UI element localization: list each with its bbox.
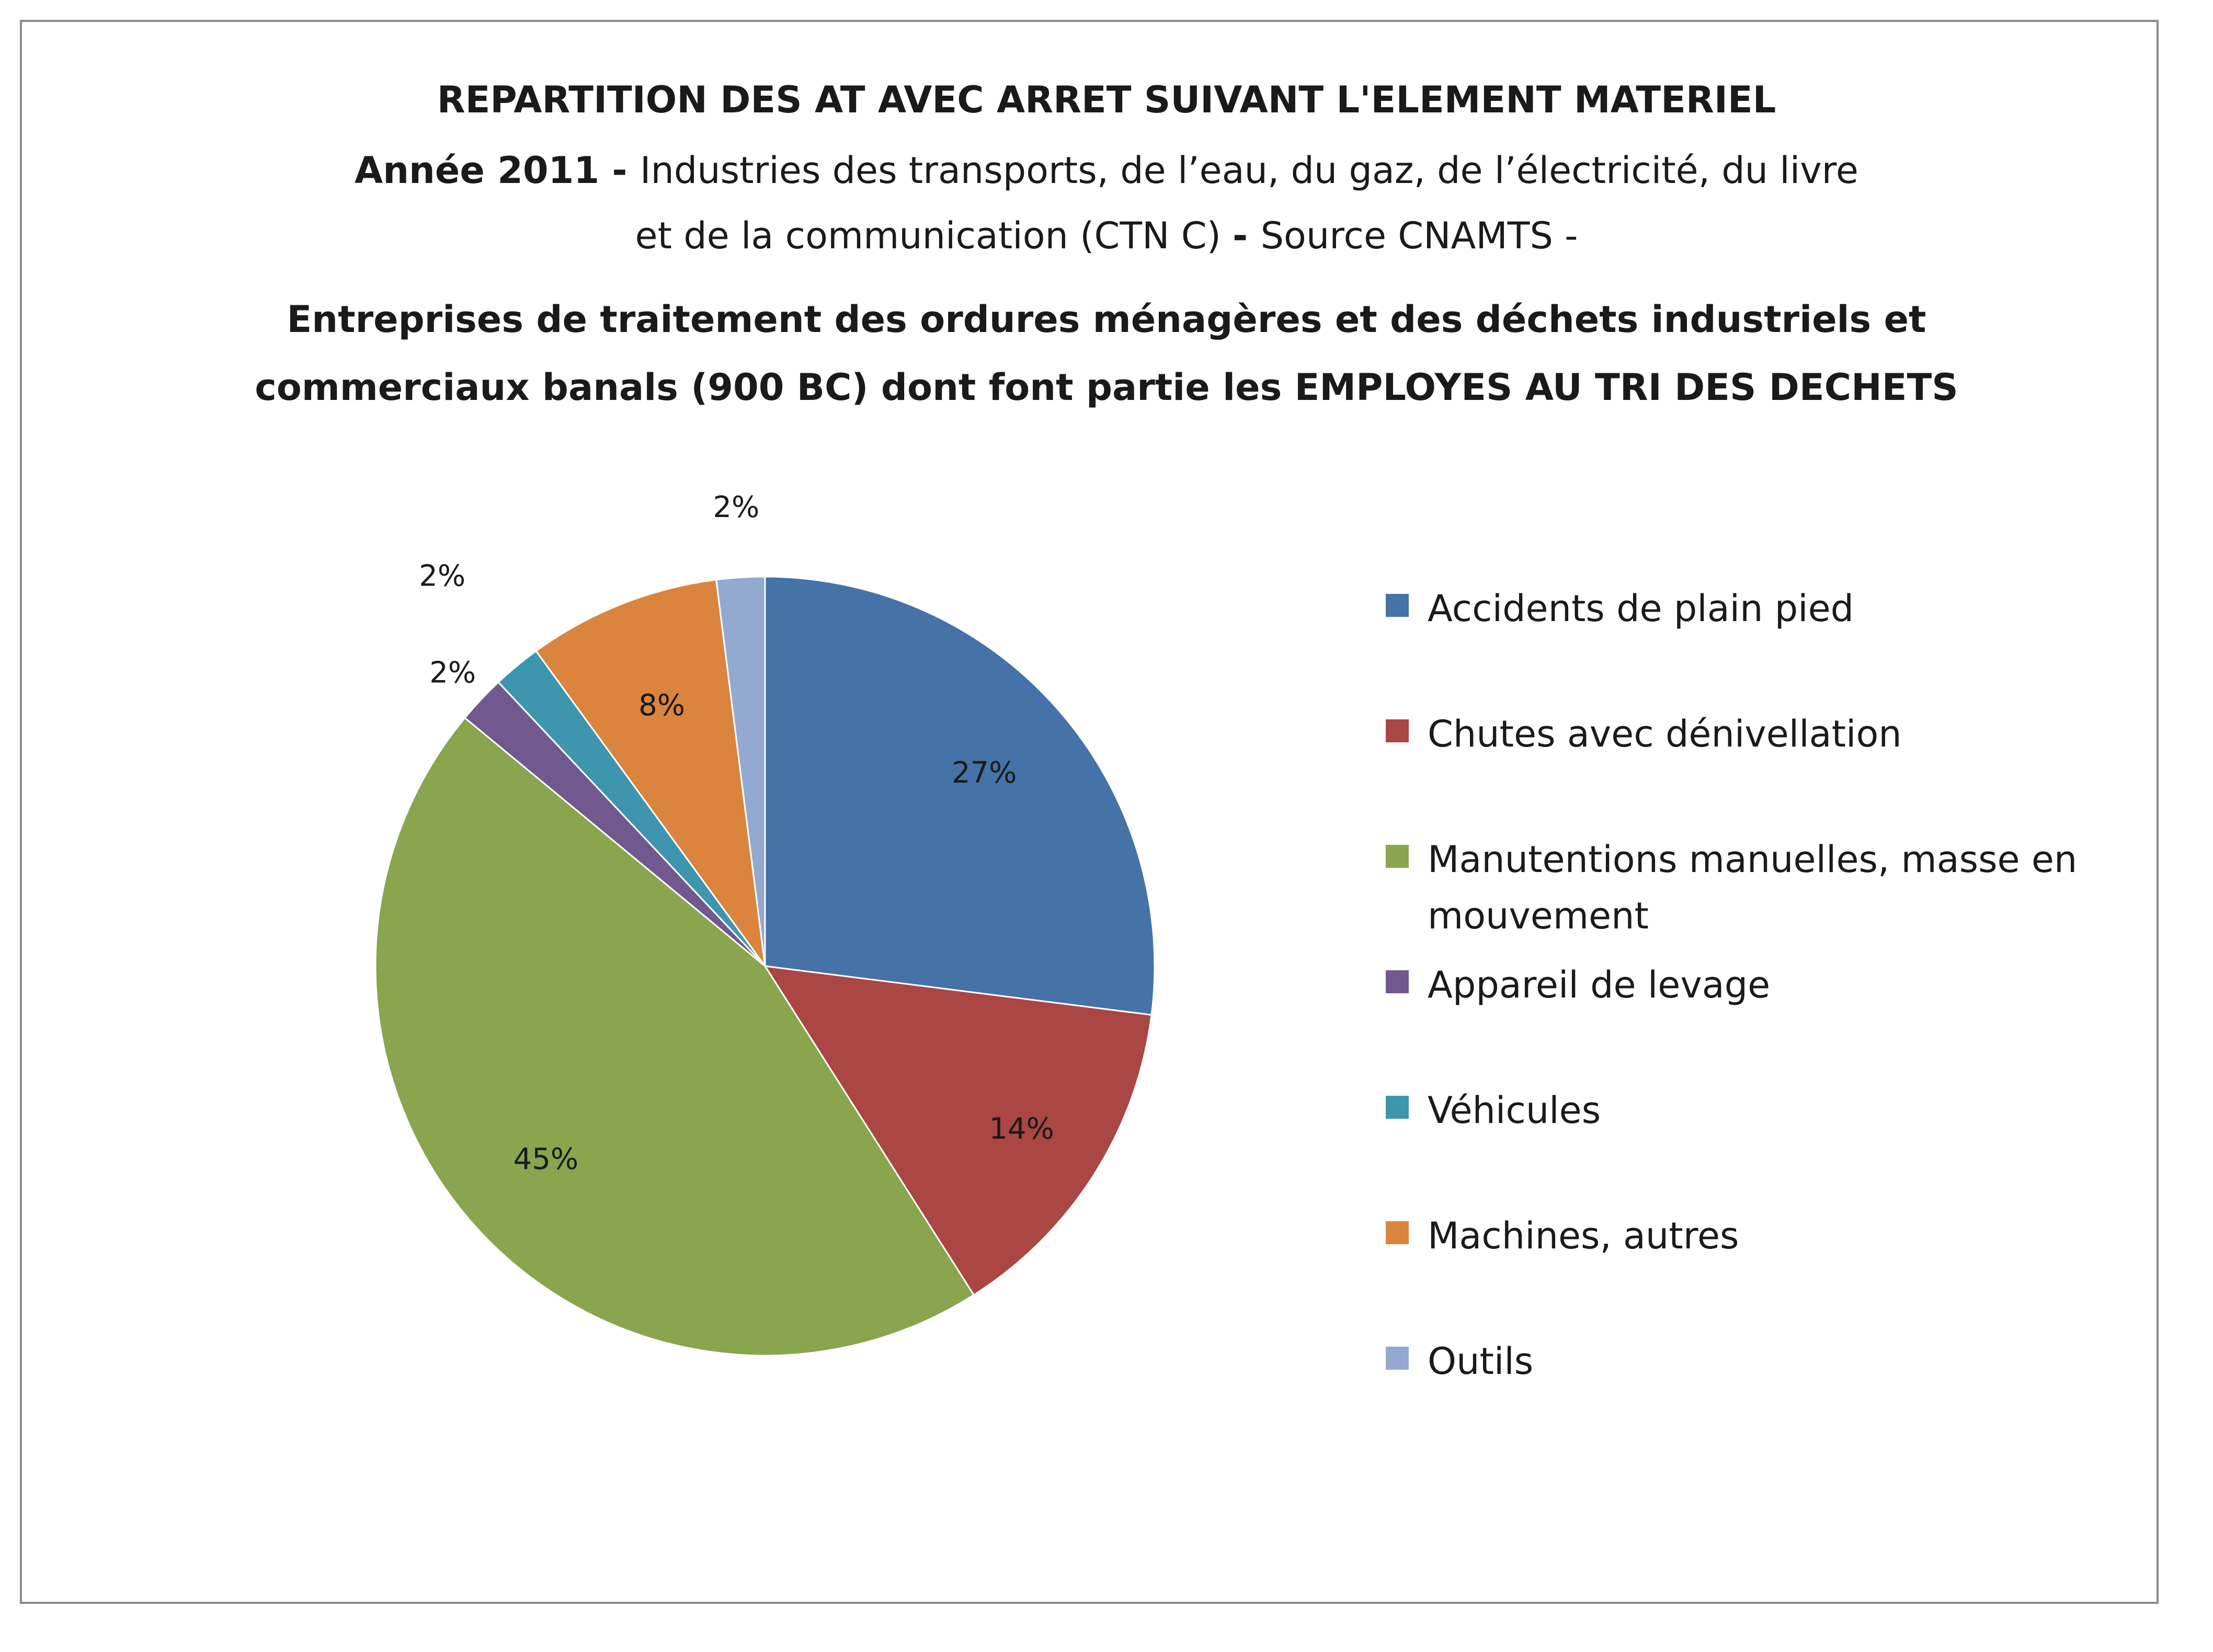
pie-slice [374, 717, 975, 1357]
pie-slice [763, 965, 1153, 1297]
sector-label: Industries des transports, de l’eau, du … [640, 149, 1858, 192]
slice-data-label: 8% [638, 689, 685, 722]
legend-swatch [1386, 845, 1409, 868]
slice-data-label: 2% [419, 559, 465, 593]
legend-item: Accidents de plain pied [1386, 580, 2107, 637]
source-label: Source CNAMTS - [1260, 214, 1578, 257]
slice-data-label: 14% [989, 1112, 1054, 1146]
slice-data-label: 27% [952, 756, 1017, 790]
separator-dash: - [1233, 214, 1261, 257]
legend-swatch [1386, 719, 1409, 742]
legend-swatch [1386, 594, 1409, 617]
pie-slice [764, 576, 1156, 1016]
legend-item: Chutes avec dénivellation [1386, 706, 2107, 762]
slice-data-label: 2% [713, 490, 759, 524]
chart-subtitle-line-1: Année 2011 - Industries des transports, … [0, 149, 2213, 192]
slice-data-label: 45% [514, 1142, 578, 1176]
legend-item: Véhicules [1386, 1082, 2107, 1139]
legend-label: Accidents de plain pied [1428, 587, 1854, 630]
pie-slice [535, 579, 766, 967]
legend-item: Manutentions manuelles, masse en mouveme… [1386, 831, 2107, 944]
legend-label: Manutentions manuelles, masse en mouveme… [1428, 838, 2078, 937]
legend-label: Appareil de levage [1428, 963, 1771, 1006]
pie-slice [715, 576, 766, 967]
legend-swatch [1386, 1221, 1409, 1244]
sector-label-cont: et de la communication (CTN C) [635, 214, 1233, 257]
legend-swatch [1386, 1096, 1409, 1119]
legend-swatch [1386, 1347, 1409, 1370]
slice-data-label: 2% [429, 656, 476, 690]
legend-item: Appareil de levage [1386, 957, 2107, 1013]
legend-label: Chutes avec dénivellation [1428, 713, 1902, 755]
chart-subtitle-line-3: Entreprises de traitement des ordures mé… [287, 298, 1926, 341]
legend-label: Véhicules [1428, 1089, 1601, 1132]
chart-title: REPARTITION DES AT AVEC ARRET SUIVANT L'… [437, 78, 1776, 121]
legend-item: Outils [1386, 1333, 2107, 1390]
legend-label: Machines, autres [1428, 1214, 1739, 1257]
year-label: Année 2011 - [355, 149, 640, 192]
legend-swatch [1386, 970, 1409, 993]
legend-item: Machines, autres [1386, 1208, 2107, 1264]
legend-label: Outils [1428, 1340, 1534, 1383]
chart-subtitle-line-2: et de la communication (CTN C) - Source … [0, 214, 2213, 257]
chart-subtitle-line-4: commerciaux banals (900 BC) dont font pa… [255, 366, 1958, 409]
